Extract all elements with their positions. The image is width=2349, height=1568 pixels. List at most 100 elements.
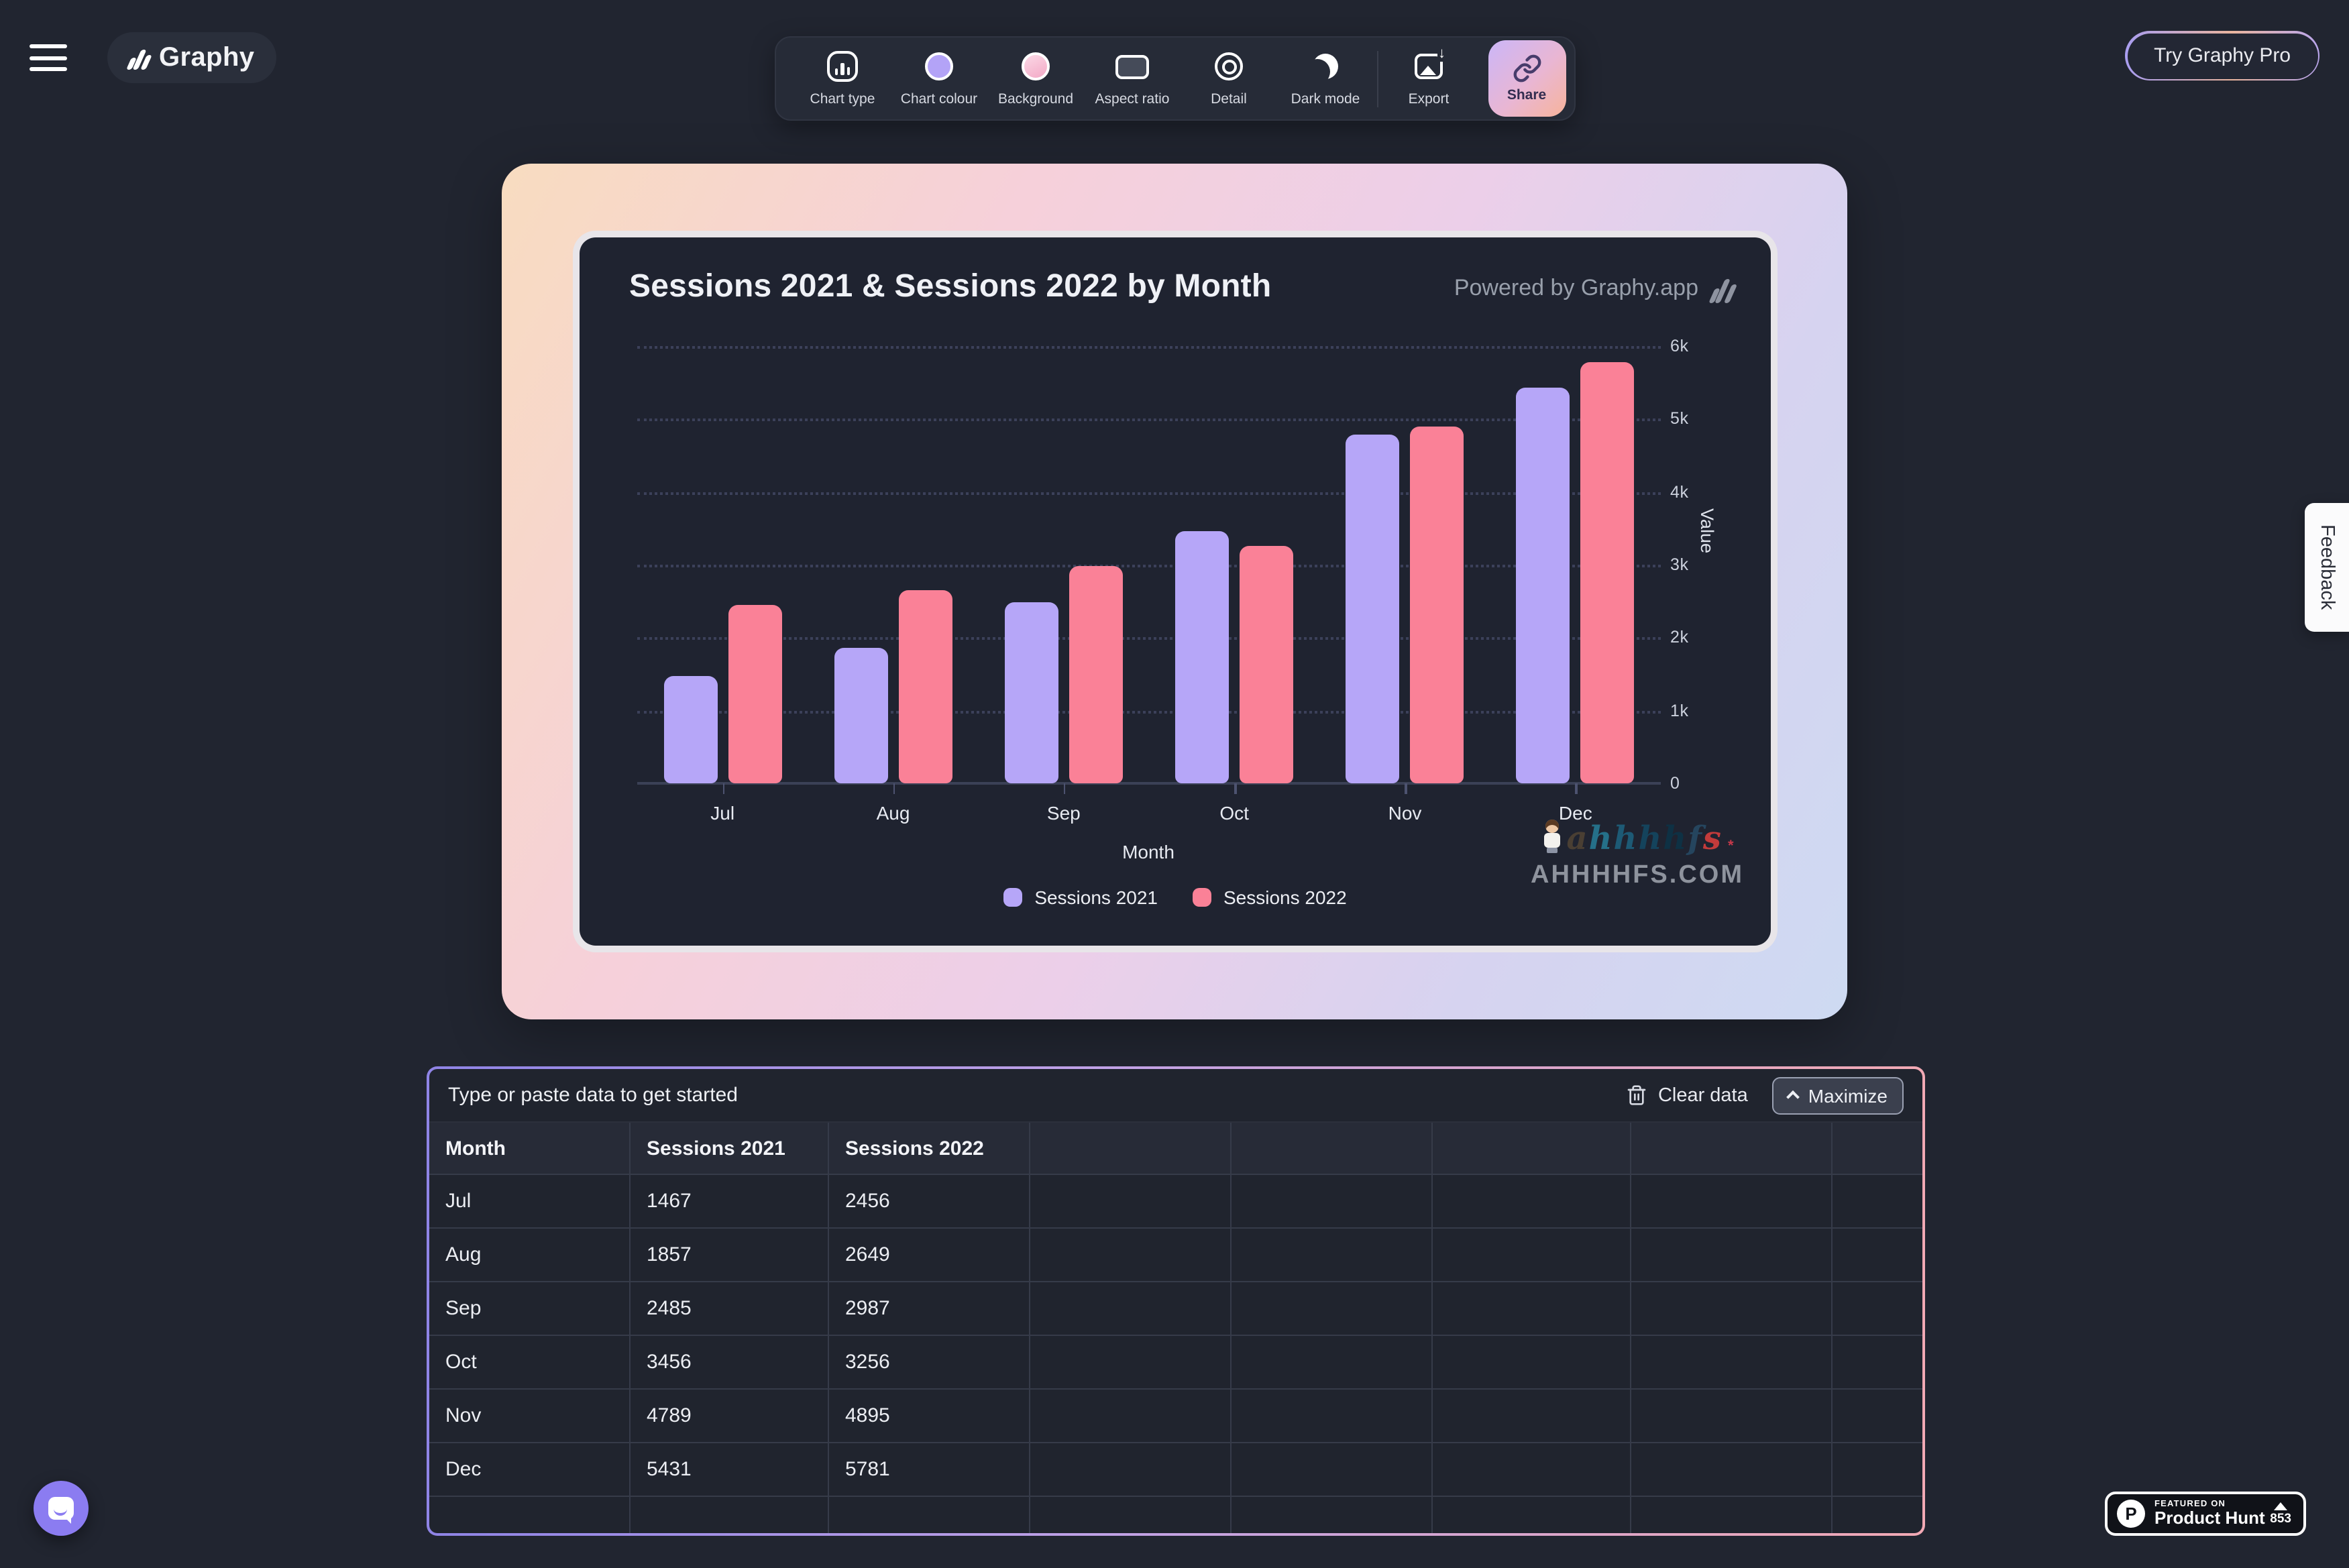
legend-swatch	[1003, 888, 1023, 907]
table-header-cell[interactable]	[1433, 1123, 1631, 1175]
table-cell[interactable]	[1433, 1175, 1631, 1229]
table-cell[interactable]	[1030, 1390, 1232, 1443]
table-cell[interactable]	[1833, 1497, 1922, 1533]
table-cell[interactable]	[1232, 1497, 1433, 1533]
table-cell[interactable]: 3256	[829, 1336, 1030, 1390]
table-cell[interactable]	[1631, 1497, 1833, 1533]
table-cell[interactable]: Oct	[429, 1336, 631, 1390]
table-cell[interactable]	[1833, 1229, 1922, 1282]
graphy-logo[interactable]: Graphy	[107, 32, 276, 83]
table-cell[interactable]: 4895	[829, 1390, 1030, 1443]
watermark-domain-text: AHHHHFS.COM	[1531, 861, 1744, 889]
table-cell[interactable]	[1232, 1443, 1433, 1497]
table-cell[interactable]	[1631, 1229, 1833, 1282]
detail-button[interactable]: Detail	[1181, 38, 1277, 119]
table-cell[interactable]	[1833, 1282, 1922, 1336]
table-cell[interactable]: 1857	[631, 1229, 829, 1282]
try-graphy-pro-button[interactable]: Try Graphy Pro	[2125, 31, 2319, 80]
table-cell[interactable]	[1232, 1390, 1433, 1443]
table-cell[interactable]	[1631, 1175, 1833, 1229]
table-cell[interactable]	[1232, 1175, 1433, 1229]
table-cell[interactable]: 2987	[829, 1282, 1030, 1336]
table-cell[interactable]	[1833, 1175, 1922, 1229]
table-cell[interactable]	[1631, 1336, 1833, 1390]
feedback-label: Feedback	[2316, 524, 2338, 610]
share-link-icon	[1513, 54, 1541, 82]
table-cell[interactable]	[1833, 1390, 1922, 1443]
clear-data-button[interactable]: Clear data	[1626, 1084, 1748, 1107]
table-cell[interactable]	[1433, 1443, 1631, 1497]
table-cell[interactable]: 2649	[829, 1229, 1030, 1282]
table-cell[interactable]: 5781	[829, 1443, 1030, 1497]
menu-hamburger-icon[interactable]	[30, 44, 67, 71]
table-cell[interactable]	[1433, 1282, 1631, 1336]
table-cell[interactable]	[429, 1497, 631, 1533]
table-cell[interactable]: Sep	[429, 1282, 631, 1336]
table-cell[interactable]: 2456	[829, 1175, 1030, 1229]
aspect-ratio-button[interactable]: Aspect ratio	[1084, 38, 1181, 119]
y-axis-title: Value	[1697, 508, 1717, 554]
chart-colour-icon	[925, 52, 953, 80]
table-cell[interactable]	[1433, 1229, 1631, 1282]
table-cell[interactable]	[1433, 1390, 1631, 1443]
table-cell[interactable]	[631, 1497, 829, 1533]
background-button[interactable]: Background	[987, 38, 1084, 119]
table-cell[interactable]	[1030, 1229, 1232, 1282]
dark-mode-button[interactable]: Dark mode	[1277, 38, 1374, 119]
bar-sessions-2021	[663, 676, 718, 783]
table-cell[interactable]	[1433, 1497, 1631, 1533]
chart-colour-button[interactable]: Chart colour	[891, 38, 987, 119]
bar-sessions-2022	[1410, 427, 1464, 783]
table-header-cell[interactable]: Sessions 2022	[829, 1123, 1030, 1175]
table-header-cell[interactable]	[1030, 1123, 1232, 1175]
table-cell[interactable]: Aug	[429, 1229, 631, 1282]
feedback-tab[interactable]: Feedback	[2305, 503, 2349, 632]
table-cell[interactable]	[1030, 1282, 1232, 1336]
table-cell[interactable]	[1433, 1336, 1631, 1390]
table-cell[interactable]	[1631, 1390, 1833, 1443]
table-cell[interactable]	[1232, 1282, 1433, 1336]
table-cell[interactable]	[829, 1497, 1030, 1533]
table-header-cell[interactable]: Sessions 2021	[631, 1123, 829, 1175]
table-cell[interactable]	[1030, 1336, 1232, 1390]
x-category-label: Oct	[1219, 802, 1249, 824]
chart-type-button[interactable]: Chart type	[794, 38, 891, 119]
table-cell[interactable]: 3456	[631, 1336, 829, 1390]
table-cell[interactable]: 2485	[631, 1282, 829, 1336]
table-header-cell[interactable]	[1232, 1123, 1433, 1175]
table-cell[interactable]: Jul	[429, 1175, 631, 1229]
table-cell[interactable]	[1232, 1336, 1433, 1390]
bar-sessions-2021	[1175, 531, 1230, 783]
watermark-mascot-icon	[1541, 820, 1562, 854]
bar-chart-plot: 1k 2k 3k 4k 5k 6k 0 Jul Aug Sep Oct Nov Dec	[637, 337, 1688, 824]
table-header-cell[interactable]	[1631, 1123, 1833, 1175]
table-cell[interactable]	[1030, 1497, 1232, 1533]
bar-sessions-2022	[728, 604, 782, 783]
table-cell[interactable]: Nov	[429, 1390, 631, 1443]
table-cell[interactable]	[1833, 1443, 1922, 1497]
table-header-cell[interactable]	[1833, 1123, 1922, 1175]
detail-icon	[1215, 52, 1243, 80]
maximize-label: Maximize	[1808, 1084, 1888, 1106]
y-tick-label: 6k	[1670, 337, 1689, 355]
chat-widget-button[interactable]	[34, 1481, 89, 1536]
bar-sessions-2022	[898, 590, 952, 783]
table-cell[interactable]	[1030, 1443, 1232, 1497]
table-header-cell[interactable]: Month	[429, 1123, 631, 1175]
product-hunt-badge[interactable]: P FEATURED ON Product Hunt 853	[2105, 1492, 2306, 1536]
table-cell[interactable]: 4789	[631, 1390, 829, 1443]
maximize-button[interactable]: Maximize	[1771, 1076, 1904, 1114]
export-button[interactable]: ↓ Export	[1408, 46, 1450, 107]
table-cell[interactable]: 5431	[631, 1443, 829, 1497]
table-cell[interactable]	[1631, 1443, 1833, 1497]
table-cell[interactable]	[1833, 1336, 1922, 1390]
table-cell[interactable]	[1030, 1175, 1232, 1229]
table-cell[interactable]: 1467	[631, 1175, 829, 1229]
table-cell[interactable]	[1232, 1229, 1433, 1282]
table-cell[interactable]	[1631, 1282, 1833, 1336]
chart-panel: Sessions 2021 & Sessions 2022 by Month P…	[573, 231, 1778, 952]
share-button[interactable]: Share	[1488, 40, 1566, 117]
legend-label: Sessions 2021	[1034, 887, 1158, 908]
table-cell[interactable]: Dec	[429, 1443, 631, 1497]
